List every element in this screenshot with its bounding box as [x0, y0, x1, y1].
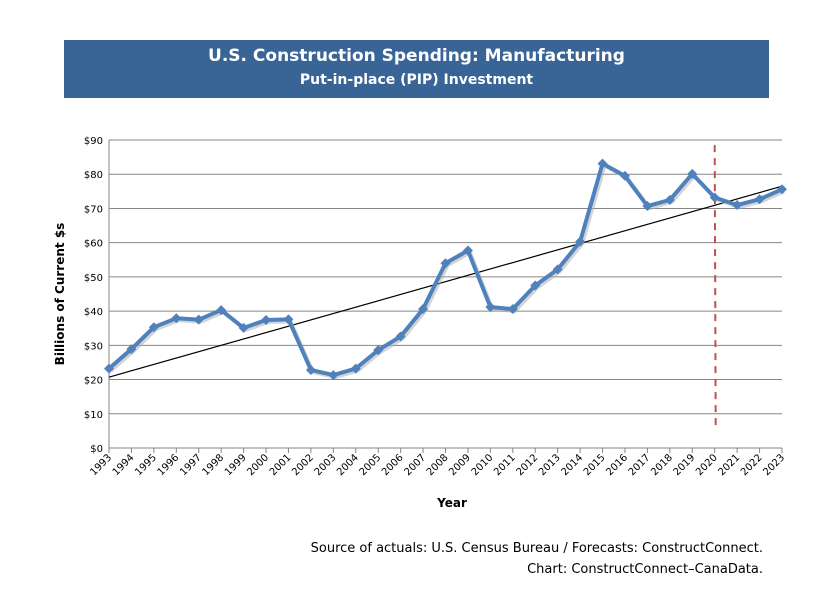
data-point [462, 245, 473, 256]
x-tick-label: 2012 [515, 452, 541, 478]
data-point [126, 344, 137, 355]
x-tick-label: 2007 [402, 452, 428, 478]
data-point [619, 170, 630, 181]
y-tick-label: $80 [84, 170, 103, 181]
x-tick-label: 1998 [201, 452, 227, 478]
data-point [104, 363, 114, 374]
x-axis-label: Year [436, 496, 467, 510]
y-axis-label: Billions of Current $s [53, 223, 67, 366]
x-tick-label: 2003 [313, 452, 339, 478]
data-point [597, 158, 608, 169]
x-tick-label: 2016 [604, 452, 630, 478]
chart-credit: Chart: ConstructConnect–CanaData. [527, 562, 763, 577]
data-point [754, 194, 765, 205]
x-tick-label: 2011 [492, 452, 518, 478]
data-point [440, 258, 451, 269]
data-point [687, 168, 698, 179]
data-point [642, 201, 653, 212]
chart-subtitle: Put-in-place (PIP) Investment [299, 72, 534, 88]
y-tick-label: $90 [84, 136, 103, 147]
x-tick-label: 2022 [739, 452, 765, 478]
data-point [261, 315, 272, 326]
data-point [216, 305, 227, 316]
trendline [108, 185, 783, 378]
data-point [171, 313, 182, 324]
chart-title-banner: U.S. Construction Spending: Manufacturin… [64, 40, 769, 98]
forecast-divider [713, 145, 717, 431]
data-point [709, 192, 720, 203]
x-tick-label: 1994 [111, 452, 137, 478]
y-tick-label: $10 [84, 410, 103, 421]
data-point [575, 236, 586, 247]
x-tick-label: 2008 [425, 452, 451, 478]
y-tick-label: $0 [90, 444, 103, 455]
x-tick-label: 1993 [88, 452, 114, 478]
x-tick-label: 2010 [470, 452, 496, 478]
x-tick-label: 2009 [447, 452, 473, 478]
x-tick-label: 2000 [245, 452, 271, 478]
x-tick-label: 2002 [290, 452, 316, 478]
data-point [418, 304, 429, 315]
x-tick-label: 2018 [649, 452, 675, 478]
data-point [530, 280, 541, 291]
x-tick-label: 1997 [178, 452, 204, 478]
data-point [328, 370, 339, 381]
x-tick-label: 2013 [537, 452, 563, 478]
data-point [664, 194, 675, 205]
source-note: Source of actuals: U.S. Census Bureau / … [310, 541, 763, 556]
y-tick-label: $40 [84, 307, 103, 318]
data-point [507, 304, 518, 315]
y-tick-label: $60 [84, 239, 103, 250]
x-tick-label: 2004 [335, 452, 361, 478]
data-point [238, 322, 249, 333]
data-point [485, 302, 496, 313]
data-point [732, 200, 743, 211]
y-tick-label: $30 [84, 341, 103, 352]
x-tick-label: 2006 [380, 452, 406, 478]
x-tick-label: 2019 [672, 452, 698, 478]
data-point [193, 314, 204, 325]
x-tick-label: 2020 [694, 452, 720, 478]
data-point [283, 314, 294, 325]
data-point [552, 264, 563, 275]
data-point [350, 363, 361, 374]
x-tick-label: 1996 [156, 452, 182, 478]
x-tick-label: 2015 [582, 452, 608, 478]
y-tick-label: $50 [84, 273, 103, 284]
x-tick-label: 2021 [716, 452, 742, 478]
x-tick-label: 2023 [761, 452, 787, 478]
data-point [373, 345, 384, 356]
x-tick-label: 1995 [133, 452, 159, 478]
data-point [395, 331, 406, 342]
data-point [777, 184, 787, 195]
x-tick-label: 2017 [627, 452, 653, 478]
data-point [148, 322, 159, 333]
x-tick-label: 2014 [559, 452, 585, 478]
x-tick-label: 2001 [268, 452, 294, 478]
y-tick-label: $70 [84, 204, 103, 215]
data-point [305, 364, 316, 375]
x-tick-label: 1999 [223, 452, 249, 478]
y-tick-label: $20 [84, 376, 103, 387]
chart-title: U.S. Construction Spending: Manufacturin… [208, 46, 625, 66]
x-tick-label: 2005 [358, 452, 384, 478]
